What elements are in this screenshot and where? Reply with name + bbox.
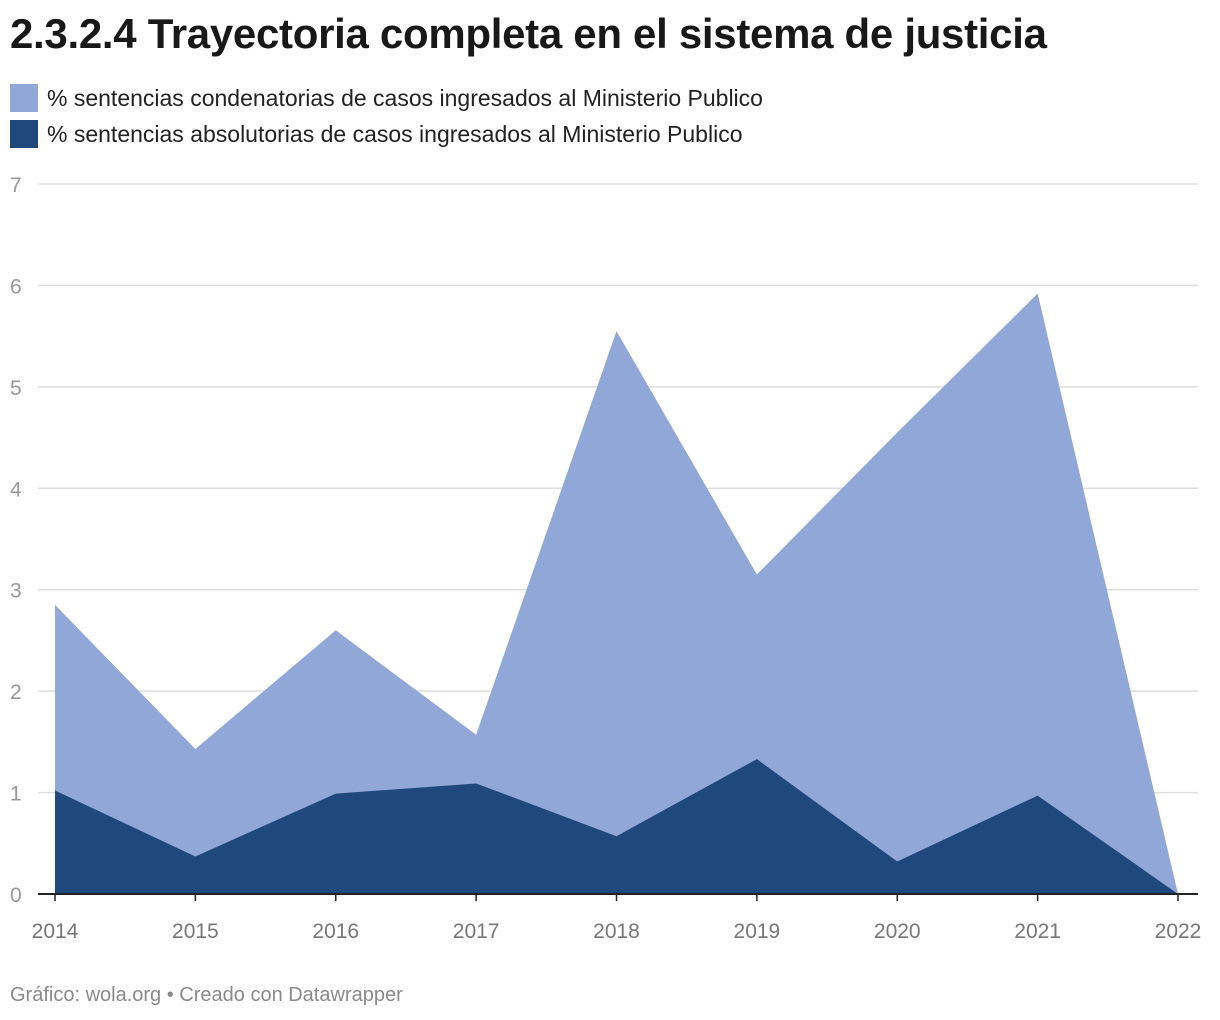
x-tick-label: 2018 bbox=[593, 920, 640, 943]
chart-credit: Gráfico: wola.org • Creado con Datawrapp… bbox=[10, 984, 403, 1006]
y-tick-label: 4 bbox=[10, 478, 22, 501]
area-condenatorias bbox=[55, 293, 1178, 894]
x-tick-label: 2015 bbox=[172, 920, 219, 943]
y-tick-label: 6 bbox=[10, 275, 22, 298]
x-tick-label: 2016 bbox=[312, 920, 359, 943]
x-tick-label: 2020 bbox=[874, 920, 921, 943]
y-tick-label: 1 bbox=[10, 783, 22, 806]
legend-item-condenatorias: % sentencias condenatorias de casos ingr… bbox=[10, 80, 763, 116]
x-tick-label: 2019 bbox=[734, 920, 781, 943]
area-absolutorias bbox=[55, 759, 1178, 894]
y-tick-label: 2 bbox=[10, 681, 22, 704]
y-tick-label: 5 bbox=[10, 377, 22, 400]
x-tick-label: 2014 bbox=[32, 920, 79, 943]
y-tick-label: 0 bbox=[10, 884, 22, 907]
legend: % sentencias condenatorias de casos ingr… bbox=[10, 80, 763, 152]
legend-item-absolutorias: % sentencias absolutorias de casos ingre… bbox=[10, 116, 763, 152]
chart-title: 2.3.2.4 Trayectoria completa en el siste… bbox=[10, 10, 1047, 57]
chart-plot: 0 1 2 3 4 5 6 7 2014 2015 2016 2017 2018 2019 2020 2021… bbox=[10, 174, 1202, 943]
legend-swatch-absolutorias bbox=[10, 120, 38, 148]
y-tick-label: 3 bbox=[10, 580, 22, 603]
legend-swatch-condenatorias bbox=[10, 84, 38, 112]
legend-label-condenatorias: % sentencias condenatorias de casos ingr… bbox=[47, 84, 763, 111]
x-tick-label: 2017 bbox=[453, 920, 500, 943]
x-tick-label: 2022 bbox=[1155, 920, 1202, 943]
x-tick-label: 2021 bbox=[1014, 920, 1061, 943]
y-tick-label: 7 bbox=[10, 174, 22, 197]
legend-label-absolutorias: % sentencias absolutorias de casos ingre… bbox=[47, 120, 743, 147]
